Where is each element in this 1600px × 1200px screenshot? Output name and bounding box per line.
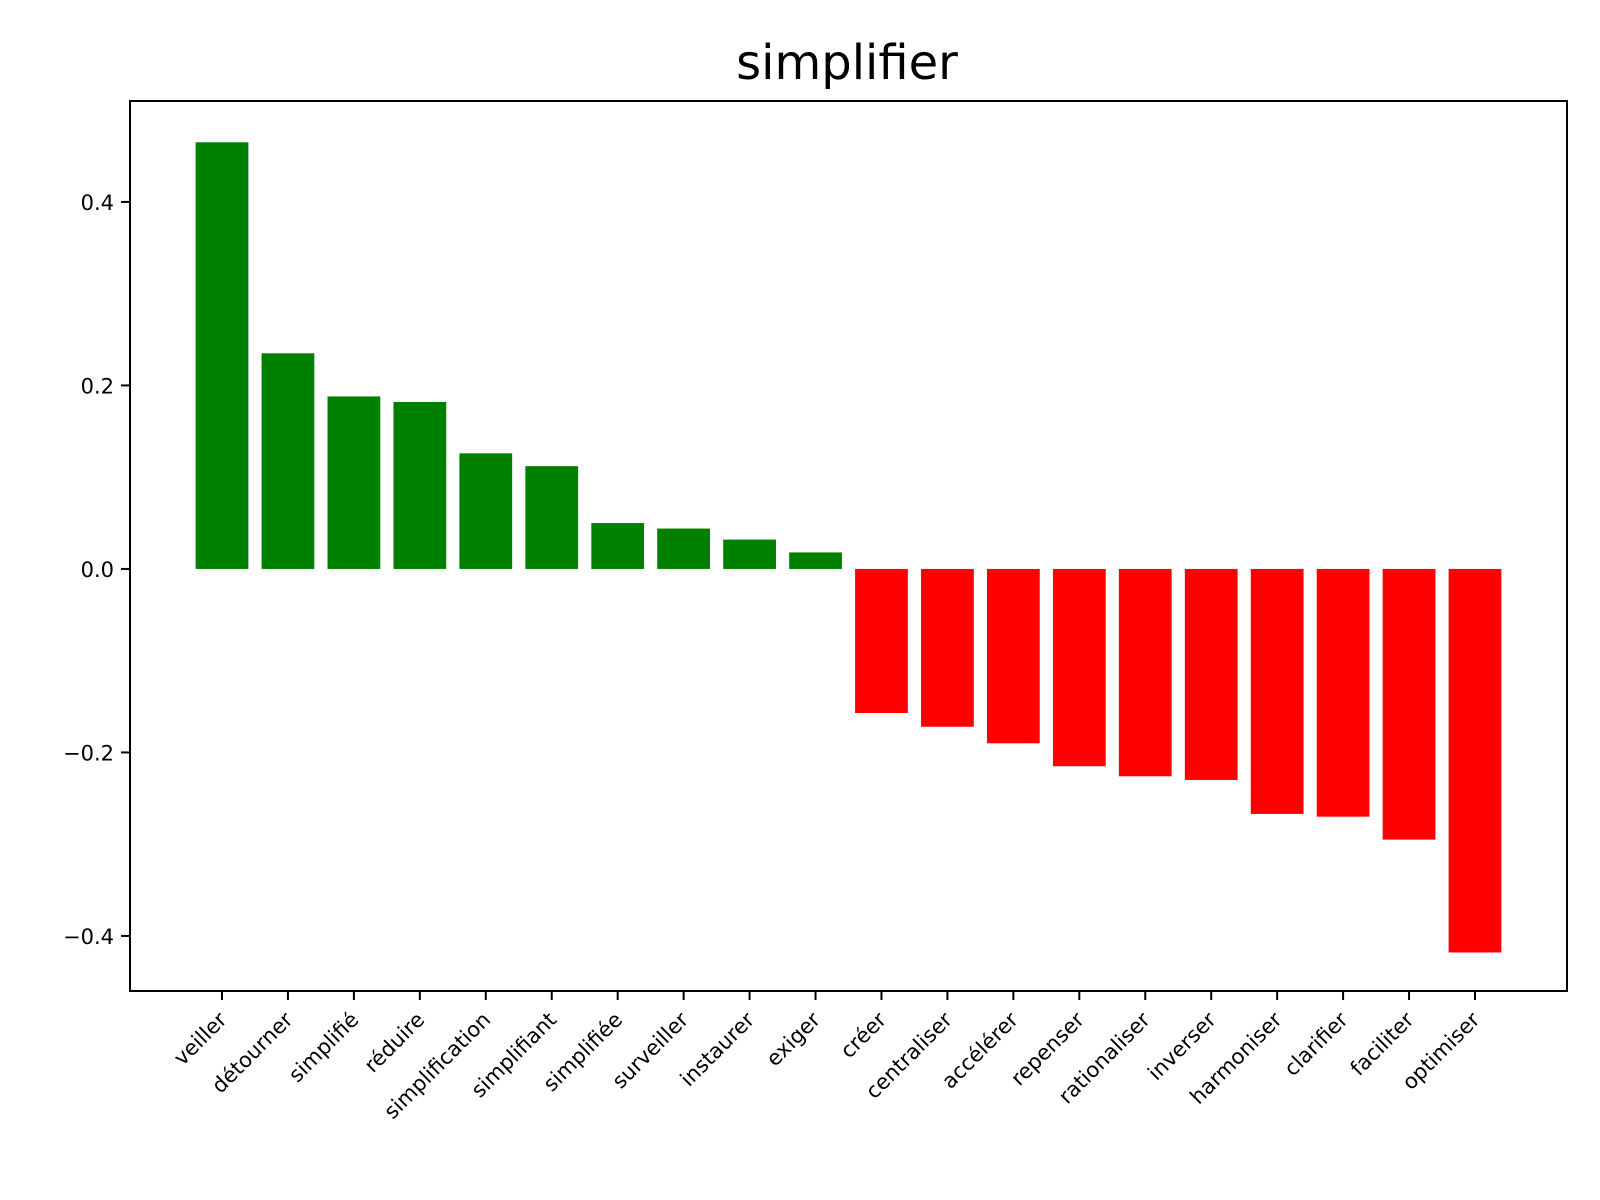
bar-11 [921, 568, 974, 727]
bar-12 [986, 568, 1040, 744]
y-axis-ticks: 0.4 0.2 0.0 −0.2 −0.4 [63, 191, 130, 949]
y-tick-label: 0.0 [81, 558, 114, 582]
y-tick-label: 0.4 [81, 191, 114, 215]
bar-15 [1184, 568, 1238, 780]
bar-16 [1250, 568, 1304, 814]
bar-19 [1448, 568, 1502, 953]
x-tick-label: veiller [169, 1007, 232, 1070]
bar-6 [591, 523, 645, 569]
x-tick-label: clarifier [1279, 1007, 1352, 1080]
x-tick-label: créer [836, 1007, 892, 1063]
bar-7 [657, 528, 711, 569]
bar-8 [723, 539, 776, 569]
y-tick-label: 0.2 [81, 374, 114, 398]
plot-frame [129, 100, 1568, 992]
x-tick-label: exiger [762, 1007, 826, 1071]
bar-17 [1316, 568, 1370, 817]
bar-14 [1118, 568, 1172, 777]
bar-10 [855, 568, 908, 713]
bar-1 [261, 353, 315, 569]
bar-0 [195, 142, 249, 569]
bars-layer [195, 142, 1502, 953]
bar-18 [1382, 568, 1436, 840]
chart-title: simplifier [736, 35, 958, 91]
bar-2 [327, 396, 381, 569]
x-tick-label: simplifié [284, 1008, 363, 1087]
bar-5 [525, 466, 579, 569]
y-tick-label: −0.2 [63, 741, 114, 765]
y-tick-label: −0.4 [63, 925, 114, 949]
bar-9 [789, 552, 842, 569]
bar-13 [1052, 568, 1106, 767]
bar-3 [393, 401, 447, 569]
bar-4 [459, 453, 513, 569]
x-axis-ticks: veillerdétournersimplifiéréduiresimplifi… [169, 991, 1485, 1124]
